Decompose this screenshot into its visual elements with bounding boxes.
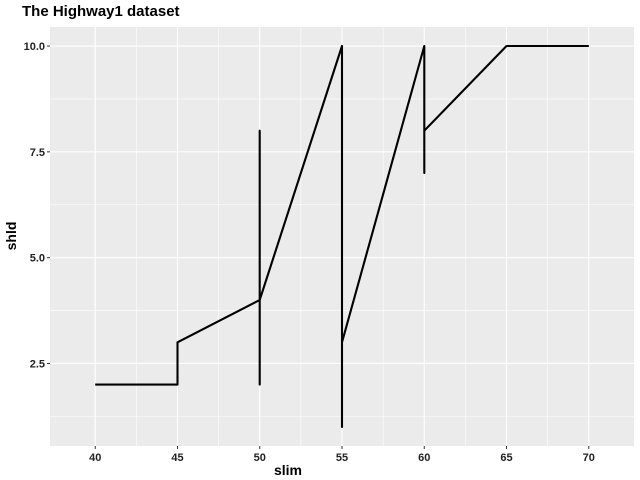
y-tick-label: 2.5 [30,358,45,370]
chart-title: The Highway1 dataset [22,3,180,20]
y-tick-label: 7.5 [30,147,45,159]
x-axis-title: slim [274,462,302,478]
y-tick-label: 5.0 [30,253,45,265]
y-axis: 2.5 5.0 7.5 10.0 [24,41,50,370]
x-axis: 40 45 50 55 60 65 70 [89,446,595,464]
x-tick-label: 65 [500,452,512,464]
x-tick-label: 50 [254,452,266,464]
y-axis-title: shld [3,222,19,251]
x-tick-label: 45 [171,452,183,464]
x-tick-label: 60 [418,452,430,464]
x-tick-label: 70 [583,452,595,464]
y-tick-label: 10.0 [24,41,45,53]
x-tick-label: 55 [336,452,348,464]
series-line [95,44,589,429]
x-tick-label: 40 [89,452,101,464]
series-layer [95,44,589,429]
